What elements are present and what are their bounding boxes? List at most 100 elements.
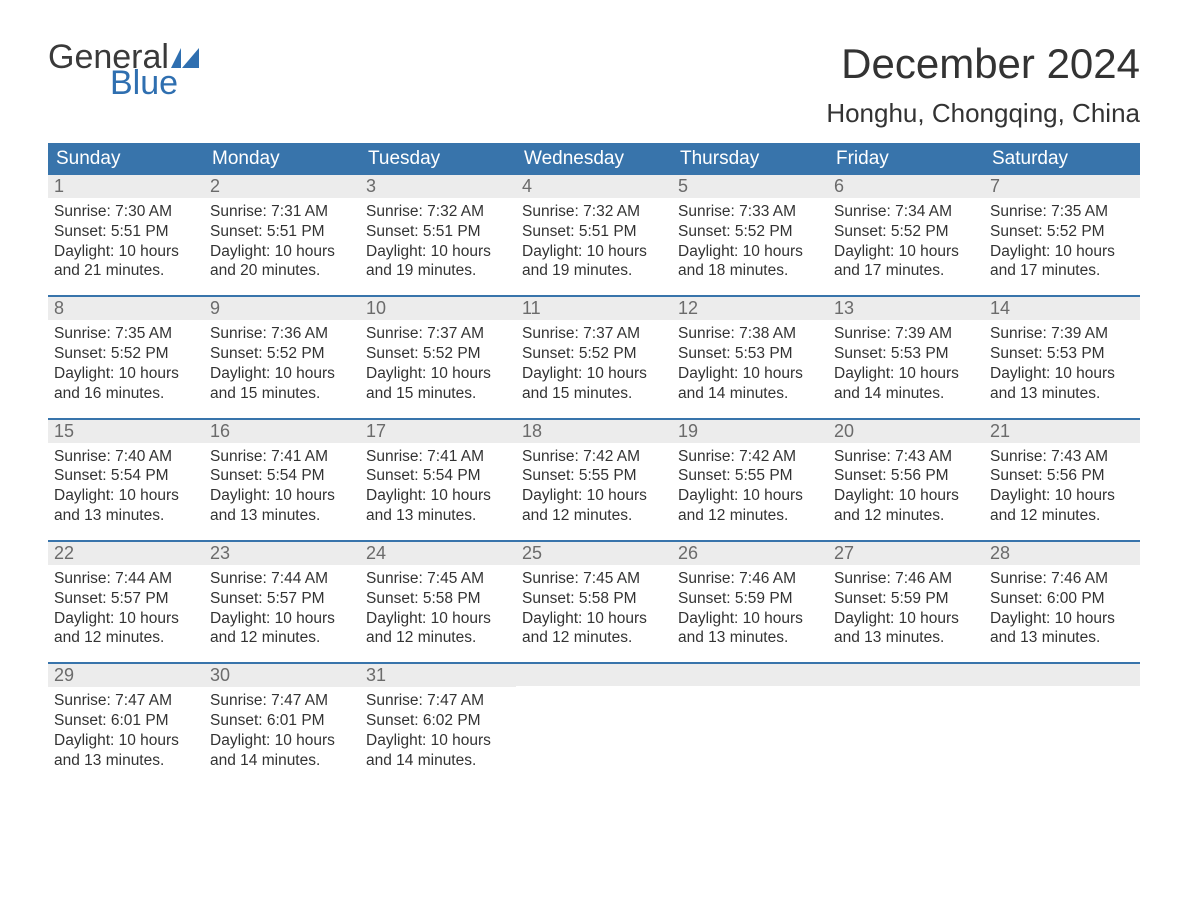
day-number: 20 xyxy=(828,420,984,443)
day-number: 29 xyxy=(48,664,204,687)
day-details: Sunrise: 7:43 AMSunset: 5:56 PMDaylight:… xyxy=(828,443,984,526)
sunset-line: Sunset: 5:51 PM xyxy=(522,222,666,242)
daylight-line: Daylight: 10 hours and 16 minutes. xyxy=(54,364,198,404)
day-number: 5 xyxy=(672,175,828,198)
day-details: Sunrise: 7:44 AMSunset: 5:57 PMDaylight:… xyxy=(48,565,204,648)
dow-monday: Monday xyxy=(204,143,360,175)
day-details: Sunrise: 7:43 AMSunset: 5:56 PMDaylight:… xyxy=(984,443,1140,526)
day-details: Sunrise: 7:44 AMSunset: 5:57 PMDaylight:… xyxy=(204,565,360,648)
day-number: 22 xyxy=(48,542,204,565)
day-details: Sunrise: 7:45 AMSunset: 5:58 PMDaylight:… xyxy=(516,565,672,648)
day-details: Sunrise: 7:34 AMSunset: 5:52 PMDaylight:… xyxy=(828,198,984,281)
sunrise-line: Sunrise: 7:47 AM xyxy=(54,691,198,711)
daylight-line: Daylight: 10 hours and 15 minutes. xyxy=(522,364,666,404)
day-details: Sunrise: 7:36 AMSunset: 5:52 PMDaylight:… xyxy=(204,320,360,403)
daylight-line: Daylight: 10 hours and 17 minutes. xyxy=(834,242,978,282)
dow-wednesday: Wednesday xyxy=(516,143,672,175)
calendar-day: 22Sunrise: 7:44 AMSunset: 5:57 PMDayligh… xyxy=(48,542,204,662)
daylight-line: Daylight: 10 hours and 13 minutes. xyxy=(990,364,1134,404)
day-details: Sunrise: 7:35 AMSunset: 5:52 PMDaylight:… xyxy=(984,198,1140,281)
sunrise-line: Sunrise: 7:37 AM xyxy=(522,324,666,344)
sunset-line: Sunset: 5:57 PM xyxy=(210,589,354,609)
day-number: 11 xyxy=(516,297,672,320)
calendar-day: 19Sunrise: 7:42 AMSunset: 5:55 PMDayligh… xyxy=(672,420,828,540)
sunset-line: Sunset: 5:53 PM xyxy=(834,344,978,364)
day-number: 23 xyxy=(204,542,360,565)
day-details: Sunrise: 7:45 AMSunset: 5:58 PMDaylight:… xyxy=(360,565,516,648)
sunset-line: Sunset: 6:02 PM xyxy=(366,711,510,731)
day-number: 4 xyxy=(516,175,672,198)
daylight-line: Daylight: 10 hours and 18 minutes. xyxy=(678,242,822,282)
day-number: 12 xyxy=(672,297,828,320)
day-number: 21 xyxy=(984,420,1140,443)
sunset-line: Sunset: 5:53 PM xyxy=(678,344,822,364)
calendar-day: 29Sunrise: 7:47 AMSunset: 6:01 PMDayligh… xyxy=(48,664,204,784)
sunrise-line: Sunrise: 7:44 AM xyxy=(54,569,198,589)
day-details: Sunrise: 7:31 AMSunset: 5:51 PMDaylight:… xyxy=(204,198,360,281)
sunset-line: Sunset: 5:52 PM xyxy=(834,222,978,242)
sunrise-line: Sunrise: 7:45 AM xyxy=(366,569,510,589)
daylight-line: Daylight: 10 hours and 14 minutes. xyxy=(678,364,822,404)
calendar-day: 23Sunrise: 7:44 AMSunset: 5:57 PMDayligh… xyxy=(204,542,360,662)
header: General Blue December 2024 Honghu, Chong… xyxy=(48,40,1140,139)
calendar-day xyxy=(828,664,984,784)
day-details: Sunrise: 7:30 AMSunset: 5:51 PMDaylight:… xyxy=(48,198,204,281)
day-details: Sunrise: 7:38 AMSunset: 5:53 PMDaylight:… xyxy=(672,320,828,403)
day-details: Sunrise: 7:40 AMSunset: 5:54 PMDaylight:… xyxy=(48,443,204,526)
day-details: Sunrise: 7:47 AMSunset: 6:02 PMDaylight:… xyxy=(360,687,516,770)
calendar-day: 5Sunrise: 7:33 AMSunset: 5:52 PMDaylight… xyxy=(672,175,828,295)
calendar-day: 26Sunrise: 7:46 AMSunset: 5:59 PMDayligh… xyxy=(672,542,828,662)
day-details: Sunrise: 7:47 AMSunset: 6:01 PMDaylight:… xyxy=(204,687,360,770)
calendar-day: 15Sunrise: 7:40 AMSunset: 5:54 PMDayligh… xyxy=(48,420,204,540)
calendar-day: 28Sunrise: 7:46 AMSunset: 6:00 PMDayligh… xyxy=(984,542,1140,662)
sunrise-line: Sunrise: 7:47 AM xyxy=(210,691,354,711)
day-details: Sunrise: 7:37 AMSunset: 5:52 PMDaylight:… xyxy=(516,320,672,403)
daylight-line: Daylight: 10 hours and 12 minutes. xyxy=(990,486,1134,526)
calendar-day: 6Sunrise: 7:34 AMSunset: 5:52 PMDaylight… xyxy=(828,175,984,295)
daylight-line: Daylight: 10 hours and 12 minutes. xyxy=(54,609,198,649)
calendar-day xyxy=(516,664,672,784)
daylight-line: Daylight: 10 hours and 12 minutes. xyxy=(522,486,666,526)
sunrise-line: Sunrise: 7:44 AM xyxy=(210,569,354,589)
day-number: 26 xyxy=(672,542,828,565)
sunset-line: Sunset: 5:52 PM xyxy=(678,222,822,242)
daylight-line: Daylight: 10 hours and 17 minutes. xyxy=(990,242,1134,282)
sunset-line: Sunset: 5:56 PM xyxy=(990,466,1134,486)
calendar-day xyxy=(672,664,828,784)
day-details: Sunrise: 7:42 AMSunset: 5:55 PMDaylight:… xyxy=(516,443,672,526)
brand-word-2: Blue xyxy=(110,66,199,100)
calendar-day xyxy=(984,664,1140,784)
sunset-line: Sunset: 5:52 PM xyxy=(990,222,1134,242)
dow-tuesday: Tuesday xyxy=(360,143,516,175)
day-number: 31 xyxy=(360,664,516,687)
calendar-day: 4Sunrise: 7:32 AMSunset: 5:51 PMDaylight… xyxy=(516,175,672,295)
sunset-line: Sunset: 5:52 PM xyxy=(366,344,510,364)
sunrise-line: Sunrise: 7:41 AM xyxy=(210,447,354,467)
day-number: 9 xyxy=(204,297,360,320)
dow-friday: Friday xyxy=(828,143,984,175)
sunrise-line: Sunrise: 7:39 AM xyxy=(834,324,978,344)
brand-logo: General Blue xyxy=(48,40,199,100)
daylight-line: Daylight: 10 hours and 13 minutes. xyxy=(54,731,198,771)
day-number: 17 xyxy=(360,420,516,443)
day-number: 28 xyxy=(984,542,1140,565)
dow-thursday: Thursday xyxy=(672,143,828,175)
day-number: 25 xyxy=(516,542,672,565)
daylight-line: Daylight: 10 hours and 19 minutes. xyxy=(522,242,666,282)
day-details: Sunrise: 7:39 AMSunset: 5:53 PMDaylight:… xyxy=(984,320,1140,403)
daylight-line: Daylight: 10 hours and 14 minutes. xyxy=(210,731,354,771)
calendar-day: 11Sunrise: 7:37 AMSunset: 5:52 PMDayligh… xyxy=(516,297,672,417)
sunrise-line: Sunrise: 7:34 AM xyxy=(834,202,978,222)
daylight-line: Daylight: 10 hours and 13 minutes. xyxy=(990,609,1134,649)
sunrise-line: Sunrise: 7:47 AM xyxy=(366,691,510,711)
day-details: Sunrise: 7:41 AMSunset: 5:54 PMDaylight:… xyxy=(360,443,516,526)
daylight-line: Daylight: 10 hours and 12 minutes. xyxy=(678,486,822,526)
sunrise-line: Sunrise: 7:41 AM xyxy=(366,447,510,467)
sunrise-line: Sunrise: 7:45 AM xyxy=(522,569,666,589)
sunset-line: Sunset: 5:59 PM xyxy=(678,589,822,609)
day-details: Sunrise: 7:46 AMSunset: 5:59 PMDaylight:… xyxy=(672,565,828,648)
sunset-line: Sunset: 5:54 PM xyxy=(366,466,510,486)
day-details: Sunrise: 7:41 AMSunset: 5:54 PMDaylight:… xyxy=(204,443,360,526)
day-number: 18 xyxy=(516,420,672,443)
day-number: 10 xyxy=(360,297,516,320)
